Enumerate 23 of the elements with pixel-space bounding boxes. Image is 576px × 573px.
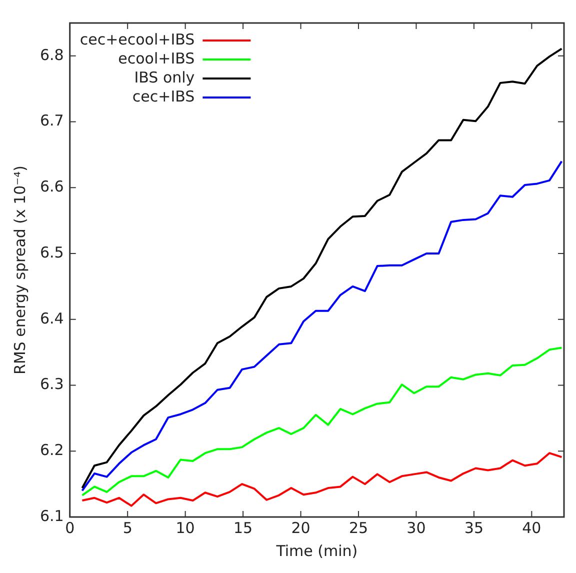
legend-label: IBS only bbox=[134, 68, 195, 86]
x-tick-label: 20 bbox=[291, 518, 310, 537]
y-tick-label: 6.4 bbox=[40, 309, 64, 328]
y-tick-label: 6.7 bbox=[40, 112, 64, 130]
x-tick-label: 30 bbox=[406, 518, 426, 537]
y-tick-label: 6.6 bbox=[40, 178, 64, 196]
y-axis-title: RMS energy spread (x 10⁻⁴) bbox=[10, 166, 29, 374]
x-axis-title: Time (min) bbox=[275, 542, 358, 560]
y-tick-label: 6.5 bbox=[40, 243, 64, 262]
x-tick-label: 5 bbox=[122, 518, 132, 537]
x-tick-label: 40 bbox=[522, 518, 542, 537]
x-tick-label: 15 bbox=[233, 518, 253, 537]
y-tick-label: 6.3 bbox=[40, 375, 64, 394]
x-tick-label: 35 bbox=[464, 518, 484, 537]
legend-label: ecool+IBS bbox=[118, 49, 195, 68]
x-tick-label: 25 bbox=[348, 518, 368, 537]
y-tick-label: 6.8 bbox=[40, 46, 64, 64]
legend-label: cec+IBS bbox=[132, 87, 195, 106]
x-tick-label: 10 bbox=[176, 518, 195, 537]
y-tick-label: 6.1 bbox=[40, 506, 64, 525]
y-tick-label: 6.2 bbox=[40, 441, 64, 460]
x-tick-label: 0 bbox=[65, 518, 75, 537]
legend-label: cec+ecool+IBS bbox=[80, 30, 195, 48]
